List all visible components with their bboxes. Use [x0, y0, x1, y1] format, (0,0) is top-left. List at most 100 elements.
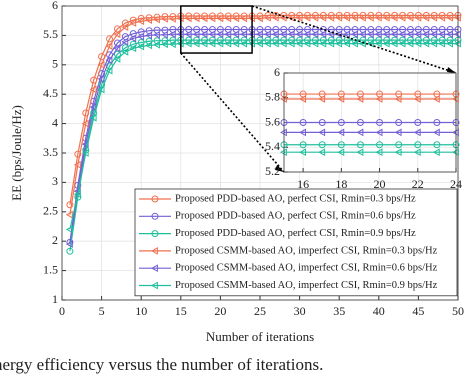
- marker: [192, 30, 200, 39]
- marker: [395, 119, 403, 126]
- marker: [327, 30, 335, 39]
- marker: [358, 30, 366, 39]
- marker: [153, 13, 161, 21]
- y-tick-label: 6: [274, 65, 280, 79]
- marker: [406, 39, 414, 48]
- marker: [224, 12, 232, 20]
- marker: [299, 141, 307, 149]
- marker: [446, 13, 453, 22]
- marker: [337, 128, 345, 137]
- legend-label: Proposed PDD-based AO, perfect CSI, Rmin…: [175, 193, 416, 204]
- legend-label: Proposed CSMM-based AO, imperfect CSI, R…: [175, 245, 438, 256]
- marker: [375, 128, 383, 137]
- marker: [430, 11, 438, 19]
- marker: [66, 247, 74, 255]
- marker: [375, 95, 383, 103]
- x-tick-label: 45: [412, 304, 424, 318]
- y-tick-label: 5.5: [43, 27, 58, 41]
- marker: [414, 141, 422, 149]
- marker: [438, 11, 446, 19]
- y-tick-label: 2: [52, 233, 58, 247]
- marker: [376, 141, 384, 149]
- marker: [414, 30, 422, 39]
- marker: [356, 128, 364, 137]
- marker: [121, 33, 129, 41]
- marker: [240, 39, 248, 48]
- marker: [295, 39, 303, 48]
- marker: [256, 12, 264, 20]
- marker: [366, 13, 374, 22]
- marker: [184, 30, 192, 39]
- marker: [382, 30, 390, 39]
- marker: [446, 30, 453, 39]
- marker: [299, 148, 307, 157]
- series-line: [69, 14, 458, 205]
- marker: [356, 141, 364, 149]
- marker: [73, 190, 81, 199]
- marker: [185, 12, 193, 20]
- marker: [327, 11, 335, 19]
- marker: [327, 13, 335, 22]
- marker: [193, 12, 201, 20]
- x-tick-label: 10: [135, 304, 147, 318]
- x-tick-label: 20: [214, 304, 226, 318]
- marker: [279, 39, 287, 48]
- marker: [89, 85, 97, 94]
- marker: [351, 11, 359, 19]
- x-axis-label: Number of iterations: [206, 329, 314, 344]
- marker: [280, 11, 288, 19]
- marker: [74, 150, 82, 158]
- marker: [232, 30, 240, 39]
- marker: [105, 42, 113, 50]
- marker: [374, 13, 382, 22]
- marker: [343, 30, 351, 39]
- series-line: [69, 17, 458, 215]
- marker: [113, 25, 121, 33]
- marker: [430, 39, 438, 48]
- x-tick-label: 15: [175, 304, 187, 318]
- series-line: [69, 28, 458, 243]
- marker: [335, 39, 343, 48]
- marker: [295, 30, 303, 39]
- marker: [394, 148, 402, 157]
- marker: [240, 14, 248, 23]
- marker: [97, 60, 105, 69]
- marker: [299, 119, 307, 126]
- marker: [81, 119, 89, 128]
- marker: [430, 13, 438, 22]
- marker: [169, 13, 177, 21]
- marker: [398, 39, 406, 48]
- marker: [414, 119, 422, 126]
- marker: [208, 39, 216, 48]
- marker: [390, 39, 398, 48]
- marker: [113, 30, 121, 39]
- arrow-head: [447, 67, 456, 73]
- marker: [145, 41, 153, 50]
- marker: [299, 95, 307, 103]
- marker: [201, 12, 209, 20]
- marker: [351, 39, 358, 48]
- marker: [232, 39, 240, 48]
- marker: [375, 11, 383, 19]
- marker: [414, 13, 422, 22]
- marker: [319, 11, 327, 19]
- legend-marker: [151, 195, 159, 203]
- marker: [240, 12, 248, 20]
- marker: [319, 13, 327, 22]
- marker: [224, 39, 232, 48]
- marker: [232, 12, 240, 20]
- x-tick-label: 0: [59, 304, 65, 318]
- marker: [137, 17, 145, 26]
- legend-label: Proposed PDD-based AO, perfect CSI, Rmin…: [175, 228, 416, 239]
- marker: [327, 39, 335, 48]
- marker: [271, 30, 279, 39]
- x-tick-label: 25: [254, 304, 266, 318]
- marker: [192, 39, 200, 48]
- marker: [374, 39, 382, 48]
- marker: [430, 30, 438, 39]
- marker: [113, 55, 121, 63]
- marker: [121, 38, 129, 46]
- marker: [296, 11, 304, 19]
- marker: [406, 11, 414, 19]
- marker: [390, 13, 398, 22]
